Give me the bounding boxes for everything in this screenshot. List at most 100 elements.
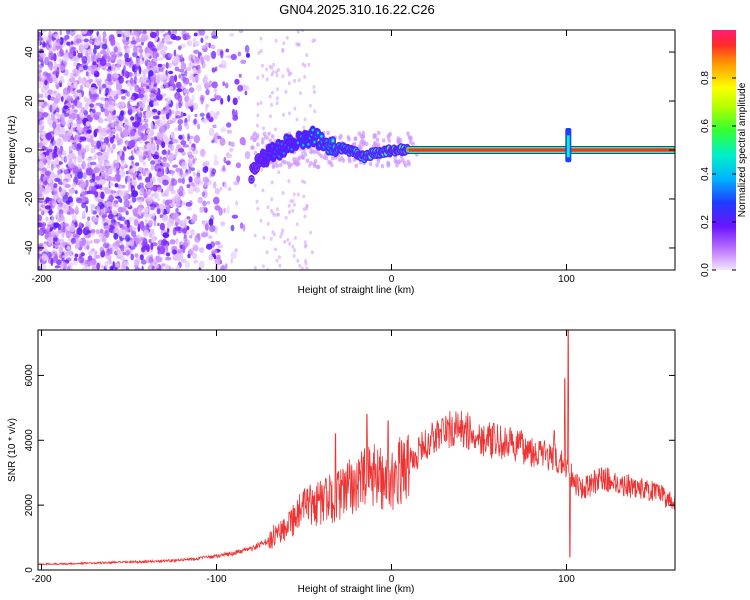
noise-speckle [51, 163, 54, 171]
noise-speckle [180, 111, 184, 118]
noise-speckle [110, 63, 116, 71]
noise-speckle [174, 74, 178, 83]
noise-speckle [130, 172, 134, 176]
noise-speckle [191, 182, 195, 187]
noise-speckle [205, 42, 209, 47]
noise-speckle [140, 83, 147, 87]
noise-speckle [112, 192, 119, 198]
noise-speckle [105, 201, 112, 207]
noise-speckle [381, 138, 386, 143]
colorbar-label: Normalized spectral amplitude [737, 82, 748, 217]
noise-speckle [139, 254, 144, 261]
noise-speckle [38, 199, 44, 204]
noise-speckle [146, 65, 150, 70]
noise-speckle [45, 197, 52, 202]
track-blob [266, 156, 270, 160]
noise-speckle [187, 133, 190, 142]
noise-speckle [134, 162, 140, 167]
x-tick-label: -200 [31, 574, 51, 585]
noise-speckle [93, 167, 100, 174]
noise-speckle [38, 31, 42, 38]
noise-speckle [175, 110, 181, 115]
noise-speckle [158, 57, 164, 61]
noise-speckle [237, 95, 240, 100]
noise-speckle [291, 208, 295, 213]
noise-speckle [126, 82, 130, 87]
noise-speckle [67, 132, 71, 140]
noise-speckle [58, 211, 62, 218]
noise-speckle [91, 54, 98, 61]
noise-speckle [156, 103, 160, 107]
noise-speckle [121, 225, 127, 230]
noise-speckle [259, 218, 263, 223]
noise-speckle [250, 145, 254, 150]
noise-speckle [353, 136, 358, 141]
noise-speckle [96, 262, 100, 270]
noise-speckle [193, 32, 198, 37]
noise-speckle [79, 240, 85, 247]
noise-speckle [160, 239, 168, 247]
noise-speckle [108, 146, 114, 152]
noise-speckle [161, 192, 168, 197]
noise-speckle [69, 31, 76, 36]
colorbar-gradient [712, 30, 736, 270]
noise-speckle [69, 163, 75, 168]
noise-speckle [275, 163, 280, 168]
noise-speckle [184, 70, 188, 77]
noise-speckle [296, 30, 300, 34]
noise-speckle [261, 74, 265, 79]
noise-speckle [131, 230, 137, 238]
noise-speckle [393, 159, 398, 164]
noise-speckle [376, 130, 381, 136]
noise-speckle [269, 208, 273, 213]
noise-speckle [327, 160, 331, 165]
noise-speckle [275, 101, 279, 106]
noise-speckle [305, 204, 309, 209]
noise-speckle [115, 64, 121, 71]
noise-speckle [139, 187, 145, 195]
noise-speckle [107, 55, 111, 63]
noise-speckle [167, 227, 170, 233]
track-blob [250, 178, 253, 181]
noise-speckle [182, 76, 187, 82]
track-blob [296, 141, 300, 145]
noise-speckle [78, 111, 84, 119]
noise-speckle [297, 78, 301, 83]
track-blob [307, 142, 310, 146]
noise-speckle [104, 80, 110, 86]
noise-speckle [62, 241, 69, 246]
noise-speckle [116, 169, 120, 175]
snr-plot-area [38, 330, 675, 570]
noise-speckle [190, 229, 195, 236]
noise-speckle [118, 216, 126, 222]
noise-speckle [157, 250, 161, 254]
noise-speckle [113, 263, 120, 268]
x-tick-label: 0 [389, 574, 395, 585]
noise-speckle [167, 53, 173, 58]
noise-speckle [137, 207, 144, 212]
noise-speckle [79, 136, 87, 141]
noise-speckle [219, 186, 223, 191]
noise-speckle [235, 162, 242, 169]
noise-speckle [146, 181, 154, 189]
noise-speckle [292, 254, 296, 258]
noise-speckle [71, 104, 75, 110]
noise-speckle [143, 213, 151, 218]
noise-speckle [156, 43, 162, 48]
noise-speckle [270, 180, 274, 185]
noise-speckle [83, 164, 87, 171]
noise-speckle [70, 237, 76, 244]
noise-speckle [156, 264, 159, 269]
noise-speckle [120, 208, 127, 213]
noise-speckle [208, 218, 214, 227]
colorbar-tick-label: 0.8 [700, 71, 711, 85]
noise-speckle [137, 106, 141, 114]
noise-speckle [178, 74, 182, 79]
noise-speckle [110, 90, 117, 97]
noise-speckle [187, 169, 190, 175]
noise-speckle [125, 210, 129, 216]
noise-speckle [158, 66, 164, 72]
noise-speckle [182, 244, 186, 254]
signal-track-layer [248, 125, 675, 184]
